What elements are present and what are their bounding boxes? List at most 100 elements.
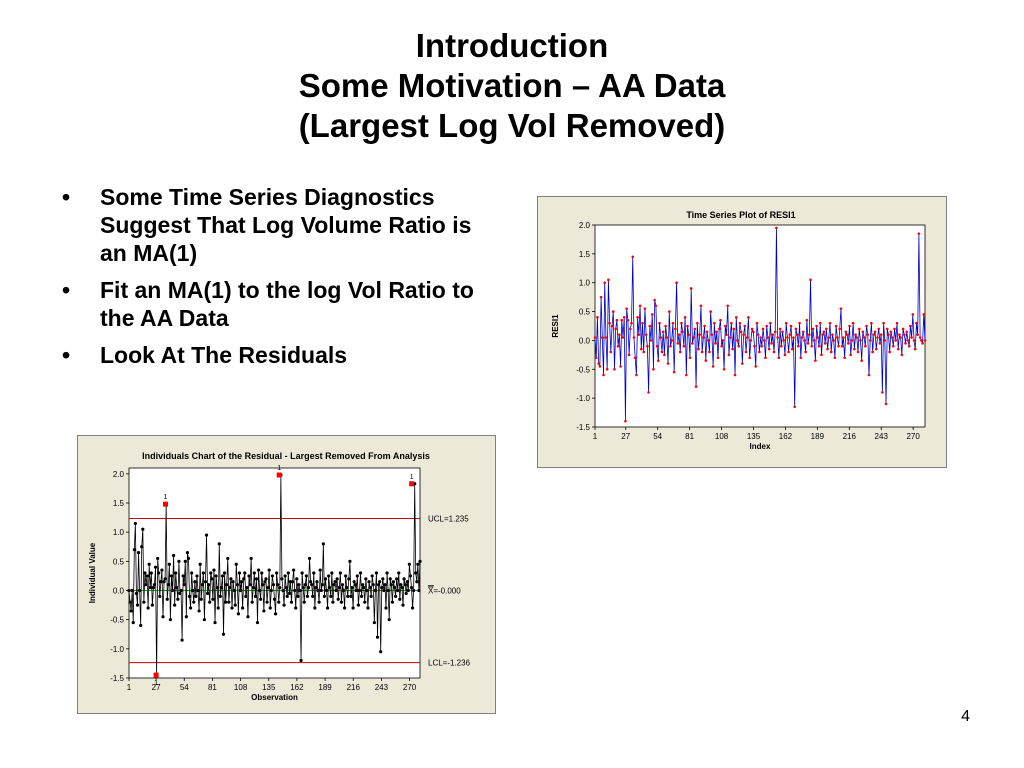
data-point — [143, 571, 147, 575]
data-point — [917, 232, 921, 235]
data-point — [896, 347, 900, 351]
chart-title: Individuals Chart of the Residual - Larg… — [142, 451, 430, 461]
data-point — [193, 580, 197, 584]
data-point — [921, 342, 924, 345]
data-point — [232, 588, 236, 593]
data-point — [857, 327, 861, 331]
data-point — [233, 603, 237, 607]
data-point — [376, 583, 381, 587]
y-tick-label: 1.0 — [579, 279, 591, 288]
data-point — [245, 585, 249, 590]
data-point — [633, 356, 637, 360]
data-point — [292, 568, 296, 572]
data-point — [906, 339, 910, 342]
data-point — [341, 588, 346, 593]
data-point — [328, 585, 332, 590]
data-point — [312, 571, 316, 575]
data-point — [191, 588, 195, 593]
data-point — [885, 327, 889, 331]
data-point — [158, 594, 162, 598]
data-point — [309, 580, 313, 584]
data-point — [316, 588, 320, 593]
data-point — [761, 327, 765, 331]
data-point — [920, 339, 923, 342]
data-point — [888, 350, 891, 354]
data-point — [142, 600, 146, 604]
data-point — [236, 612, 240, 616]
data-point — [353, 583, 357, 587]
data-point — [783, 353, 787, 357]
bullet-item: • Fit an MA(1) to the log Vol Ratio to t… — [62, 276, 482, 332]
data-point — [261, 583, 265, 587]
data-point — [198, 562, 202, 566]
data-point — [666, 362, 670, 365]
data-point — [665, 336, 669, 339]
data-point — [287, 591, 291, 596]
data-point — [246, 615, 250, 619]
x-tick-label: 54 — [180, 683, 189, 692]
data-point — [596, 316, 599, 319]
data-point — [146, 606, 150, 610]
data-point — [850, 339, 854, 342]
x-tick-label: 1 — [593, 432, 598, 441]
chart-title: Time Series Plot of RESI1 — [686, 210, 795, 220]
data-point — [393, 594, 398, 598]
data-point — [166, 583, 170, 587]
data-point — [270, 574, 274, 578]
data-point — [636, 316, 639, 319]
x-tick-label: 108 — [234, 683, 248, 692]
data-point — [321, 542, 325, 546]
data-point — [211, 597, 215, 601]
data-point — [643, 307, 647, 310]
data-point — [877, 327, 881, 331]
data-point — [356, 603, 361, 607]
data-point — [748, 356, 751, 360]
data-point — [247, 574, 251, 578]
data-point — [828, 321, 832, 325]
data-point — [241, 606, 245, 610]
flag-label: 1 — [164, 494, 168, 501]
data-point — [216, 606, 220, 610]
data-point — [129, 609, 133, 613]
data-point — [130, 588, 134, 593]
data-point — [664, 324, 667, 328]
data-point — [327, 574, 331, 578]
data-point — [283, 574, 287, 578]
slide-title-line-1: Introduction — [415, 27, 609, 64]
data-point — [351, 606, 355, 610]
data-point — [614, 327, 618, 331]
data-point — [799, 356, 803, 360]
time-series-chart: Time Series Plot of RESI1 2.0 1.5 1.0 0.5 0.0… — [537, 196, 947, 468]
data-point — [404, 591, 408, 596]
data-point — [678, 350, 682, 354]
flag-label: 1 — [410, 474, 414, 481]
data-point — [677, 333, 681, 336]
data-point — [697, 347, 700, 351]
data-point — [222, 571, 227, 575]
data-point — [201, 571, 205, 575]
data-point — [399, 583, 403, 587]
y-axis-label: RESI1 — [551, 314, 560, 338]
data-point — [196, 588, 200, 593]
data-point — [794, 327, 798, 331]
data-point — [304, 574, 308, 578]
flagged-point — [276, 472, 282, 478]
data-point — [734, 316, 738, 319]
data-point — [778, 327, 782, 331]
data-point — [754, 365, 758, 368]
data-point — [805, 318, 809, 322]
data-point — [755, 321, 759, 325]
data-point — [362, 585, 366, 590]
data-point — [872, 333, 876, 336]
x-tick-label: 270 — [906, 432, 920, 441]
data-point — [764, 356, 767, 360]
data-point — [382, 588, 386, 593]
data-point — [160, 568, 164, 572]
data-point — [334, 588, 338, 593]
data-point — [870, 321, 873, 325]
data-point — [738, 321, 742, 325]
y-tick-label: 0.5 — [113, 557, 125, 566]
data-point — [253, 594, 257, 598]
data-point — [818, 321, 822, 325]
data-point — [728, 336, 732, 339]
